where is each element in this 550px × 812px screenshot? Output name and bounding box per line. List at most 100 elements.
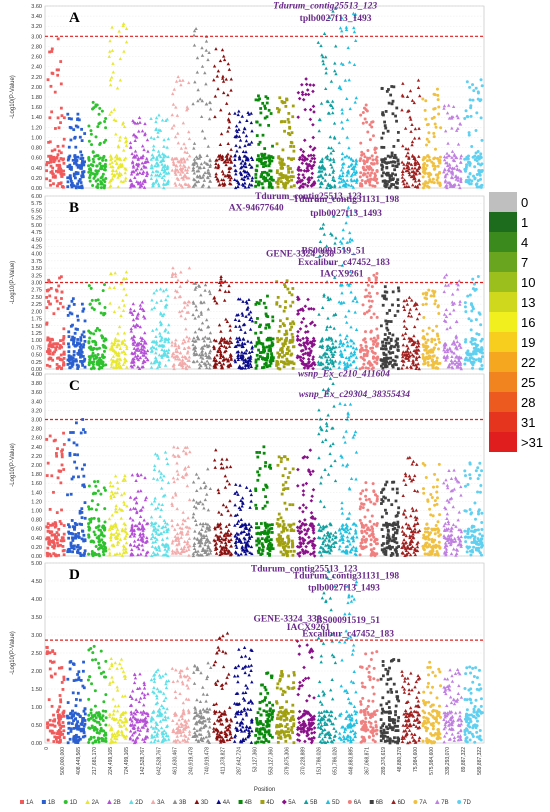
snp-point-4B (264, 306, 268, 309)
snp-point-2A (110, 75, 114, 79)
snp-point-7A (428, 178, 432, 182)
snp-point-1B (79, 343, 83, 347)
snp-point-1B (80, 333, 84, 337)
snp-point-4B (258, 123, 262, 127)
snp-point-2D (165, 117, 169, 121)
snp-point-6D (416, 161, 421, 166)
snp-point-6A (370, 171, 374, 175)
y-tick-label: 1.80 (31, 472, 42, 478)
snp-point-1B (80, 507, 84, 511)
snp-point-7B (442, 104, 447, 108)
snp-point-6A (367, 276, 371, 280)
snp-point-1B (67, 438, 71, 442)
snp-point-5B (327, 146, 331, 150)
snp-point-5B (330, 99, 335, 103)
snp-point-1B (77, 118, 81, 122)
snp-point-1B (82, 428, 85, 432)
snp-point-4D (284, 339, 288, 342)
snp-point-4A (243, 127, 247, 131)
snp-point-1D (93, 533, 97, 537)
snp-point-3D (229, 159, 233, 163)
snp-point-1D (102, 168, 106, 172)
snp-point-1D (92, 516, 96, 520)
snp-point-4D (291, 300, 295, 304)
snp-point-6B (385, 326, 389, 330)
snp-point-5B (331, 170, 335, 174)
snp-point-3D (225, 156, 229, 160)
snp-point-4D (283, 285, 287, 289)
snp-point-6A (371, 134, 375, 138)
snp-point-1B (74, 344, 77, 348)
snp-point-6B (391, 290, 395, 294)
snp-point-1A (56, 476, 60, 480)
snp-point-7D (468, 85, 472, 89)
snp-point-4A (237, 109, 241, 113)
snp-point-7A (427, 140, 431, 144)
snp-point-2A (124, 143, 129, 147)
snp-point-7D (467, 161, 471, 165)
snp-point-4D (275, 171, 279, 175)
snp-point-6A (375, 161, 379, 165)
snp-point-1A (52, 182, 55, 186)
snp-point-2B (133, 155, 138, 159)
snp-point-3D (229, 88, 233, 92)
snp-point-1B (67, 345, 71, 349)
y-tick-label: 2.25 (31, 302, 42, 308)
snp-point-3B (191, 102, 195, 106)
snp-point-1B (76, 172, 80, 176)
snp-point-1D (102, 283, 106, 287)
snp-point-4B (271, 343, 275, 346)
snp-point-6A (370, 285, 374, 289)
snp-point-6B (391, 164, 395, 168)
snp-point-1B (72, 172, 76, 176)
snp-point-5B (333, 183, 337, 187)
snp-point-5A (297, 165, 301, 170)
snp-point-4D (288, 328, 292, 332)
snp-point-3B (207, 50, 211, 55)
snp-point-3A (187, 130, 191, 134)
snp-point-5A (308, 144, 313, 149)
snp-point-4B (267, 173, 271, 177)
snp-point-3B (198, 97, 202, 101)
snp-point-1B (78, 178, 82, 181)
snp-point-1B (78, 135, 82, 139)
snp-point-7A (428, 354, 432, 358)
snp-point-5D (343, 182, 348, 186)
snp-point-1A (59, 106, 63, 110)
snp-point-4D (291, 175, 295, 179)
snp-point-2D (162, 174, 166, 178)
snp-point-1D (93, 354, 97, 358)
snp-point-4B (259, 111, 263, 115)
snp-point-1B (76, 314, 79, 318)
snp-point-3A (173, 135, 178, 139)
snp-point-1B (81, 529, 85, 533)
snp-point-6A (375, 169, 379, 173)
snp-point-4A (237, 154, 242, 158)
snp-point-1D (97, 540, 101, 544)
snp-point-7D (476, 149, 480, 153)
snp-point-5A (304, 77, 308, 81)
snp-point-3A (178, 163, 183, 167)
snp-point-1A (62, 431, 65, 435)
snp-point-7A (423, 108, 427, 112)
snp-point-6B (390, 151, 394, 155)
snp-point-1A (60, 345, 63, 349)
snp-point-5A (301, 173, 305, 177)
y-tick-label: 2.80 (31, 44, 42, 50)
snp-point-4A (234, 172, 238, 176)
snp-point-6B (381, 111, 385, 115)
snp-point-7A (425, 345, 429, 349)
snp-point-1B (82, 170, 86, 173)
snp-point-7B (459, 178, 463, 182)
snp-point-6A (360, 179, 364, 183)
y-tick-label: 1.75 (31, 317, 42, 323)
snp-point-7A (426, 360, 430, 364)
snp-point-1D (100, 175, 104, 179)
snp-point-4A (238, 145, 242, 149)
snp-point-6A (375, 155, 379, 159)
snp-point-5A (305, 88, 310, 92)
snp-point-1A (49, 157, 52, 161)
snp-point-4B (255, 120, 259, 124)
snp-point-3B (203, 171, 207, 175)
snp-point-3D (221, 74, 225, 78)
